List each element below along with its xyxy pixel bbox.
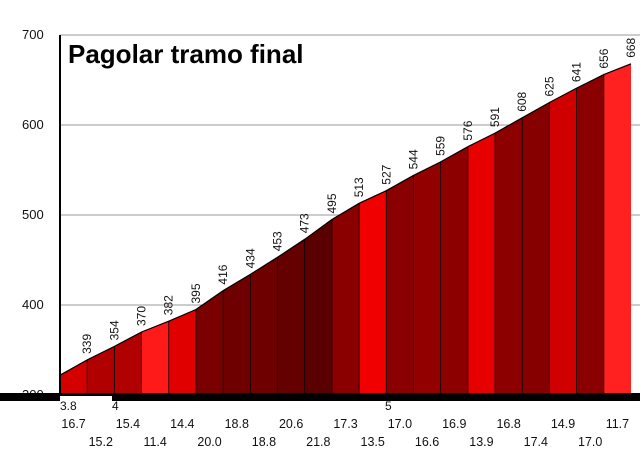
- km-bar-block: [0, 395, 60, 401]
- elevation-label: 339: [80, 334, 94, 354]
- grade-label: 21.8: [306, 435, 330, 449]
- segment-fill: [359, 190, 387, 395]
- elevation-label: 641: [570, 62, 584, 82]
- km-bar: [0, 393, 640, 401]
- y-tick-label: 400: [22, 297, 44, 312]
- segment-fill: [440, 146, 468, 395]
- km-label: 3.8: [60, 399, 77, 413]
- grade-label: 11.4: [143, 435, 166, 449]
- elevation-label: 656: [597, 48, 611, 68]
- grade-label: 14.4: [170, 417, 194, 431]
- segment-fill: [250, 257, 278, 395]
- elevation-label: 625: [542, 76, 556, 96]
- grade-label: 17.4: [524, 435, 548, 449]
- elevation-label: 527: [379, 164, 393, 184]
- elevation-label: 513: [352, 177, 366, 197]
- segment-fill: [603, 63, 631, 396]
- elevation-label: 559: [434, 136, 448, 156]
- elevation-label: 370: [135, 306, 149, 326]
- grade-label: 18.8: [252, 435, 276, 449]
- grade-label: 15.4: [116, 417, 140, 431]
- segment-fill: [467, 133, 496, 395]
- y-tick-label: 700: [22, 27, 44, 42]
- segment-fill: [331, 203, 360, 395]
- grade-label: 20.6: [279, 417, 303, 431]
- y-tick-label: 500: [22, 207, 44, 222]
- elevation-label: 416: [216, 264, 230, 284]
- grade-label: 16.9: [442, 417, 466, 431]
- grade-label: 13.9: [469, 435, 493, 449]
- segment-fill: [386, 175, 414, 395]
- segment-dividers: [86, 74, 605, 395]
- elevation-label: 453: [271, 231, 285, 251]
- elevation-label: 591: [488, 107, 502, 127]
- grade-label: 15.2: [89, 435, 113, 449]
- grade-label: 11.7: [606, 417, 629, 431]
- elevation-label: 395: [189, 283, 203, 303]
- segment-fill: [87, 346, 115, 395]
- y-tick-labels: 300400500600700: [22, 27, 44, 402]
- km-labels: 3.8 4 5: [60, 399, 392, 413]
- grade-label: 16.8: [496, 417, 520, 431]
- elevation-label: 354: [107, 320, 121, 340]
- km-label: 5: [385, 399, 392, 413]
- elevation-label: 576: [461, 120, 475, 140]
- elevation-label: 495: [325, 193, 339, 213]
- segment-fill: [60, 359, 88, 395]
- elevation-label: 473: [298, 213, 312, 233]
- segment-fill: [304, 219, 332, 395]
- elevation-label: 382: [162, 295, 176, 315]
- km-bar-block: [112, 395, 388, 401]
- elevation-label: 434: [243, 248, 257, 268]
- grade-label: 17.0: [388, 417, 412, 431]
- elevation-label: 544: [406, 149, 420, 169]
- elevation-label: 668: [624, 37, 638, 57]
- grade-label: 17.0: [578, 435, 602, 449]
- grade-label: 20.0: [197, 435, 221, 449]
- grade-label: 17.3: [333, 417, 357, 431]
- segment-fill: [141, 321, 169, 395]
- y-tick-label: 600: [22, 117, 44, 132]
- segment-fill: [549, 88, 577, 395]
- segment-fill: [576, 74, 604, 395]
- segment-fill: [413, 161, 441, 395]
- km-baseline: [0, 393, 640, 396]
- segment-fill: [277, 239, 305, 395]
- chart-title: Pagolar tramo final: [68, 39, 304, 69]
- segment-fills: [60, 63, 631, 396]
- km-bar-block: [388, 395, 640, 401]
- segment-fill: [195, 290, 224, 395]
- grade-label: 13.5: [361, 435, 385, 449]
- elevation-labels: 339 354 370 382 395 416 434 453 473 495 513 527 544 5…: [80, 37, 638, 353]
- grade-labels: 16.715.215.411.414.420.018.818.820.621.8…: [61, 417, 629, 449]
- profile-outline: [59, 63, 632, 376]
- grade-label: 14.9: [551, 417, 575, 431]
- grade-label: 16.6: [415, 435, 439, 449]
- grade-label: 18.8: [225, 417, 249, 431]
- segment-fill: [168, 309, 196, 395]
- segment-fill: [114, 332, 142, 395]
- segment-fill: [223, 274, 251, 395]
- km-label: 4: [112, 399, 119, 413]
- segment-fill: [522, 102, 550, 395]
- segment-fill: [495, 117, 523, 396]
- elevation-label: 608: [515, 91, 529, 111]
- grade-label: 16.7: [61, 417, 85, 431]
